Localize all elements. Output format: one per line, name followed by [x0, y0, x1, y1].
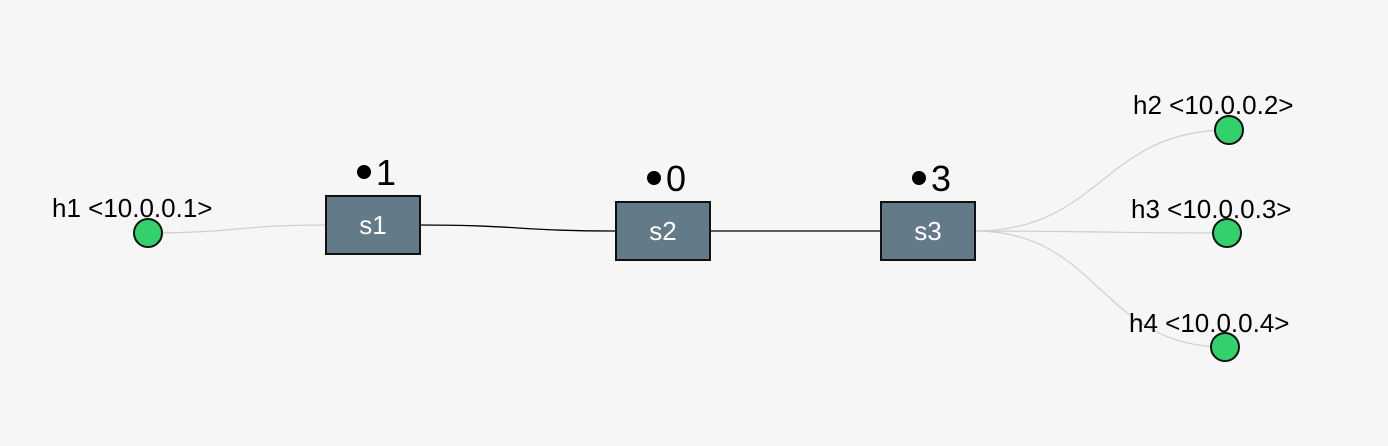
host-circle[interactable]	[133, 218, 163, 248]
switch-label: s1	[359, 210, 386, 240]
host-h4[interactable]: h4 <10.0.0.4>	[1129, 308, 1289, 362]
host-h1[interactable]: h1 <10.0.0.1>	[52, 193, 212, 248]
switch-badge-number: 1	[376, 152, 396, 193]
switch-box[interactable]	[880, 201, 976, 261]
switch-s2[interactable]: s2 0	[615, 158, 711, 261]
link-s3-h2	[974, 129, 1230, 232]
nodes-layer: s1 1 s2 0 s3 3 h1 <10.0.0.1> h2 <10.0.0.2> h3 <1…	[52, 90, 1293, 362]
host-label: h4 <10.0.0.4>	[1129, 308, 1289, 338]
link-h1-s1	[147, 224, 327, 234]
host-label: h2 <10.0.0.2>	[1133, 90, 1293, 120]
host-h2[interactable]: h2 <10.0.0.2>	[1133, 90, 1293, 145]
host-h3[interactable]: h3 <10.0.0.3>	[1131, 194, 1291, 248]
link-s3-h3	[974, 230, 1228, 234]
links-layer	[147, 129, 1230, 348]
link-s1-s2	[419, 224, 617, 232]
switch-box[interactable]	[615, 201, 711, 261]
host-label: h1 <10.0.0.1>	[52, 193, 212, 223]
switch-s3[interactable]: s3 3	[880, 158, 976, 261]
switch-badge-dot-icon	[357, 165, 371, 179]
switch-badge-number: 0	[666, 158, 686, 199]
host-label: h3 <10.0.0.3>	[1131, 194, 1291, 224]
switch-s1[interactable]: s1 1	[325, 152, 421, 255]
switch-badge-number: 3	[931, 158, 951, 199]
switch-label: s2	[649, 216, 676, 246]
host-circle[interactable]	[1212, 218, 1242, 248]
switch-badge-dot-icon	[912, 171, 926, 185]
switch-badge-dot-icon	[647, 171, 661, 185]
host-circle[interactable]	[1214, 115, 1244, 145]
switch-box[interactable]	[325, 195, 421, 255]
switch-label: s3	[914, 216, 941, 246]
host-circle[interactable]	[1210, 332, 1240, 362]
link-s3-h4	[974, 230, 1226, 348]
